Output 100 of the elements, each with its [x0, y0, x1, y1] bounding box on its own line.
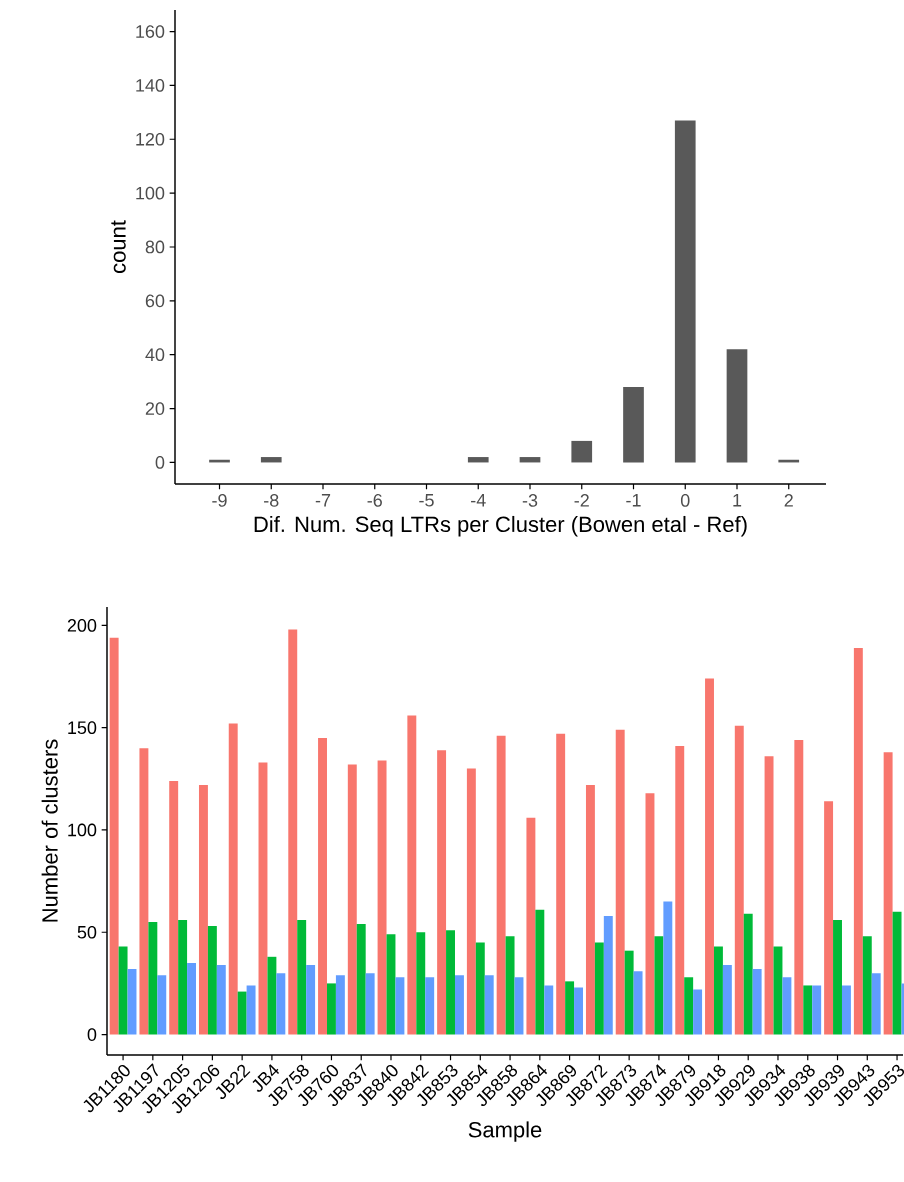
bar	[395, 977, 405, 1035]
bar	[228, 723, 238, 1035]
bar	[484, 975, 494, 1035]
bar	[505, 936, 515, 1035]
bar	[118, 946, 128, 1035]
bar	[675, 746, 685, 1035]
bar	[812, 985, 822, 1035]
x-tick-label: -5	[419, 494, 434, 507]
x-tick-label: 1	[733, 494, 742, 507]
bar	[386, 934, 396, 1035]
bar	[237, 991, 247, 1035]
bar	[407, 715, 417, 1035]
bar	[109, 637, 119, 1035]
bar	[297, 919, 307, 1035]
bar	[148, 922, 158, 1035]
bar	[773, 946, 783, 1035]
y-tick-label: 40	[145, 348, 165, 362]
bar	[169, 780, 179, 1035]
bar	[853, 647, 863, 1035]
y-tick-label: 80	[145, 240, 165, 254]
bar	[258, 762, 268, 1035]
bar	[705, 678, 714, 1035]
x-tick-label: -8	[264, 494, 279, 507]
bar	[514, 977, 524, 1035]
bar	[794, 739, 804, 1035]
bar	[276, 973, 286, 1035]
bar	[347, 764, 357, 1035]
y-tick-label: 120	[136, 132, 165, 146]
y-tick-label: 0	[87, 1028, 97, 1041]
bar	[306, 964, 316, 1035]
bar	[178, 919, 188, 1035]
bar	[446, 930, 455, 1035]
y-tick-label: 160	[136, 25, 165, 38]
x-tick-label: -2	[574, 494, 589, 507]
bar	[318, 737, 327, 1035]
bar	[726, 349, 748, 463]
bar	[157, 975, 167, 1035]
bar	[803, 985, 813, 1035]
bar	[571, 440, 593, 463]
x-tick-label: -6	[367, 494, 382, 507]
bar	[416, 932, 426, 1035]
bar	[556, 733, 566, 1035]
bar	[743, 913, 753, 1035]
bar	[693, 989, 703, 1035]
bar	[467, 457, 489, 463]
x-axis-title: Dif. Num. Seq LTRs per Cluster (Bowen etal - Ref)	[254, 515, 747, 537]
y-tick-label: 100	[68, 823, 97, 837]
bar	[764, 756, 774, 1035]
bar	[684, 977, 694, 1035]
bar	[824, 801, 834, 1035]
bar	[544, 985, 554, 1035]
bar	[871, 973, 881, 1035]
bar	[782, 977, 792, 1035]
y-tick-label: 20	[145, 402, 165, 415]
bar	[892, 911, 902, 1035]
bar	[585, 784, 595, 1035]
bar	[565, 981, 575, 1035]
bar	[722, 964, 732, 1035]
y-axis-title: Number of clusters	[41, 739, 58, 922]
bar	[216, 964, 226, 1035]
bar	[187, 962, 197, 1035]
y-tick-label: 150	[68, 721, 97, 735]
bar	[623, 387, 644, 463]
x-tick-label: -3	[522, 494, 538, 507]
y-tick-label: 50	[77, 925, 97, 939]
bar	[356, 924, 366, 1035]
bar	[496, 735, 506, 1035]
bar	[127, 969, 137, 1035]
bar	[526, 817, 536, 1035]
y-tick-label: 200	[67, 619, 97, 632]
x-tick-label: -4	[471, 494, 486, 507]
bar	[260, 457, 282, 463]
bar	[654, 936, 664, 1035]
bar	[519, 457, 541, 463]
bar	[475, 942, 485, 1035]
bar	[603, 915, 613, 1035]
x-tick-label: -9	[212, 494, 227, 507]
y-tick-label: 0	[155, 456, 165, 469]
bar	[841, 985, 851, 1035]
x-tick-label: -1	[626, 494, 641, 507]
bar	[663, 901, 673, 1035]
bar	[594, 942, 604, 1035]
bar	[535, 909, 545, 1035]
bar	[615, 729, 625, 1035]
bar	[207, 926, 217, 1035]
bar	[288, 629, 298, 1035]
bar	[574, 987, 583, 1035]
bar	[365, 973, 375, 1035]
bar	[198, 784, 208, 1035]
x-tick-label: 2	[784, 494, 793, 507]
bar	[267, 956, 277, 1035]
x-axis-title: Sample	[468, 1121, 542, 1142]
bar	[425, 977, 435, 1035]
bar	[633, 971, 643, 1035]
y-tick-label: 60	[145, 294, 165, 308]
bar	[883, 752, 893, 1035]
bar	[437, 750, 447, 1035]
bar	[734, 725, 744, 1035]
bar	[377, 760, 387, 1035]
y-axis-title: count	[111, 220, 126, 273]
